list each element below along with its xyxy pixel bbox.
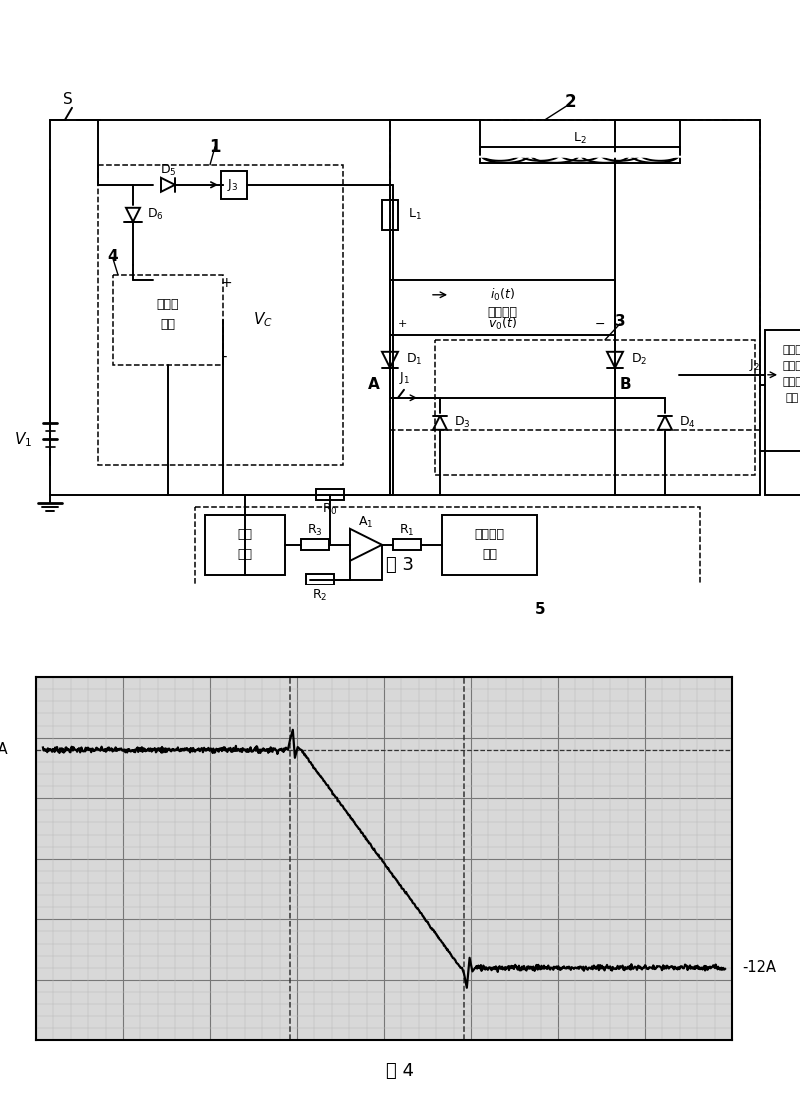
Text: J$_2$: J$_2$ — [749, 357, 760, 373]
Text: L$_2$: L$_2$ — [573, 131, 587, 146]
Bar — [113, 275, 223, 364]
Text: 驱动: 驱动 — [238, 528, 253, 542]
Text: +: + — [221, 275, 233, 290]
Text: 2: 2 — [564, 92, 576, 111]
Text: 的控制: 的控制 — [782, 377, 800, 386]
Text: D$_2$: D$_2$ — [631, 352, 647, 368]
Bar — [205, 515, 285, 575]
Bar — [435, 340, 755, 475]
Text: J$_3$: J$_3$ — [227, 177, 238, 193]
Text: 5: 5 — [534, 602, 546, 618]
Text: $V_C$: $V_C$ — [253, 310, 273, 329]
Text: 电路: 电路 — [482, 548, 497, 562]
Text: $v_0(t)$: $v_0(t)$ — [488, 316, 517, 331]
Text: 4: 4 — [108, 249, 118, 264]
Text: L$_1$: L$_1$ — [408, 207, 422, 222]
Text: 1: 1 — [210, 138, 221, 156]
Text: 压源: 压源 — [161, 318, 175, 331]
Bar — [316, 489, 344, 500]
Text: D$_1$: D$_1$ — [406, 352, 422, 368]
Bar — [98, 165, 343, 465]
Text: $V_1$: $V_1$ — [14, 430, 32, 449]
Text: $-$: $-$ — [594, 317, 606, 330]
Text: R$_3$: R$_3$ — [307, 523, 323, 538]
Text: +: + — [398, 319, 406, 329]
Text: D$_3$: D$_3$ — [454, 415, 470, 430]
Text: B: B — [619, 378, 631, 392]
Bar — [195, 506, 700, 595]
Bar — [765, 330, 800, 494]
Text: S: S — [63, 92, 73, 107]
Text: 电路: 电路 — [786, 393, 799, 403]
Text: $i_0(t)$: $i_0(t)$ — [490, 286, 515, 303]
Text: -: - — [221, 349, 226, 364]
Text: A: A — [368, 378, 380, 392]
Text: R$_2$: R$_2$ — [312, 588, 328, 603]
Text: -12A: -12A — [742, 960, 777, 975]
Text: R$_0$: R$_0$ — [322, 502, 338, 517]
Text: D$_4$: D$_4$ — [679, 415, 696, 430]
Text: 波电流: 波电流 — [782, 361, 800, 371]
Bar — [393, 539, 421, 550]
Text: A$_1$: A$_1$ — [358, 515, 374, 531]
Text: 负载电感: 负载电感 — [487, 306, 518, 319]
Bar — [221, 171, 247, 199]
Bar — [301, 539, 329, 550]
Text: 12A: 12A — [0, 742, 8, 757]
Bar — [382, 199, 398, 230]
Text: 嵌位电: 嵌位电 — [157, 298, 179, 312]
Bar — [480, 146, 680, 163]
Text: J$_1$: J$_1$ — [399, 370, 410, 385]
Text: 图 4: 图 4 — [386, 1061, 414, 1080]
Text: 3: 3 — [614, 314, 626, 329]
Bar — [306, 575, 334, 586]
Bar — [390, 280, 615, 335]
Text: 电路: 电路 — [238, 548, 253, 562]
Text: 交流方: 交流方 — [782, 345, 800, 355]
Bar — [442, 515, 537, 575]
Bar — [390, 120, 760, 429]
Text: D$_6$: D$_6$ — [147, 207, 164, 222]
Text: R$_1$: R$_1$ — [399, 523, 414, 538]
Text: 基准电压: 基准电压 — [474, 528, 505, 542]
Text: 图 3: 图 3 — [386, 556, 414, 574]
Text: D$_5$: D$_5$ — [160, 163, 176, 178]
